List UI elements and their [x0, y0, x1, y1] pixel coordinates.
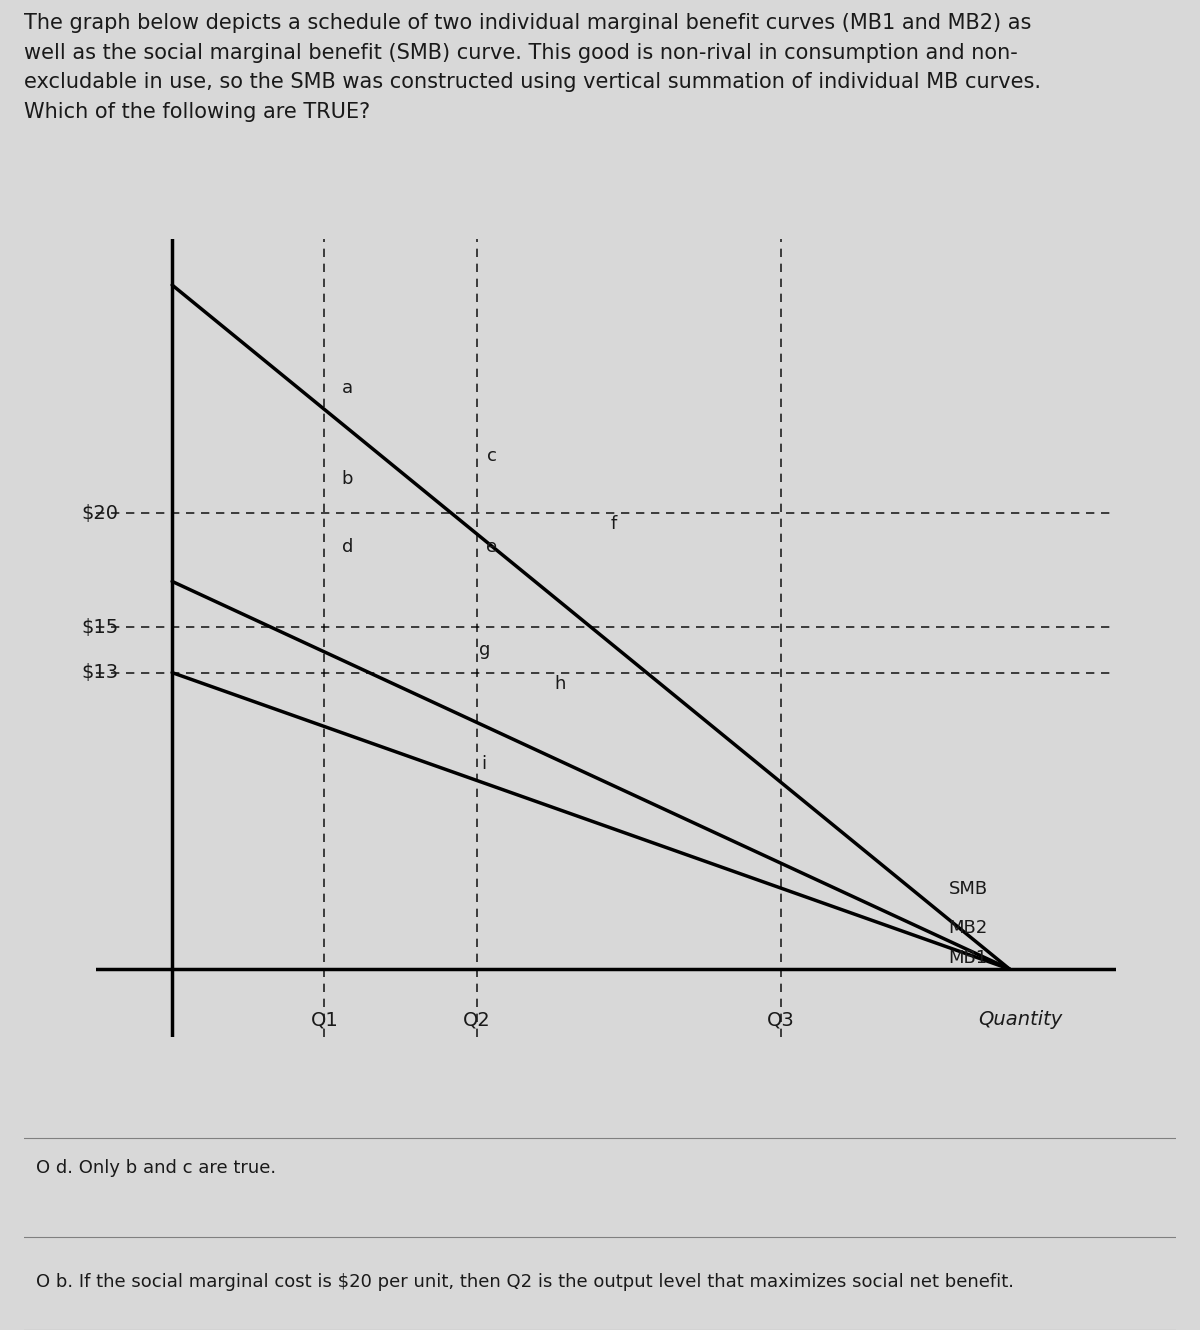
Text: MB1: MB1 [948, 948, 988, 967]
Text: c: c [487, 447, 497, 466]
Text: d: d [342, 539, 353, 556]
Text: Q2: Q2 [463, 1009, 491, 1029]
Text: e: e [486, 539, 497, 556]
Text: $20: $20 [82, 504, 119, 523]
Text: b: b [342, 469, 353, 488]
Text: O d. Only b and c are true.: O d. Only b and c are true. [36, 1158, 276, 1177]
Text: Q1: Q1 [311, 1009, 338, 1029]
Text: f: f [611, 516, 617, 533]
Text: $13: $13 [82, 664, 119, 682]
Text: SMB: SMB [948, 880, 988, 898]
Text: Q3: Q3 [767, 1009, 794, 1029]
Text: $15: $15 [82, 617, 119, 637]
Text: O b. If the social marginal cost is $20 per unit, then Q2 is the output level th: O b. If the social marginal cost is $20 … [36, 1273, 1014, 1291]
Text: i: i [481, 755, 487, 773]
Text: Quantity: Quantity [978, 1009, 1063, 1029]
Text: a: a [342, 379, 353, 396]
Text: h: h [554, 676, 566, 693]
Text: g: g [479, 641, 490, 658]
Text: MB2: MB2 [948, 919, 988, 936]
Text: The graph below depicts a schedule of two individual marginal benefit curves (MB: The graph below depicts a schedule of tw… [24, 13, 1042, 122]
